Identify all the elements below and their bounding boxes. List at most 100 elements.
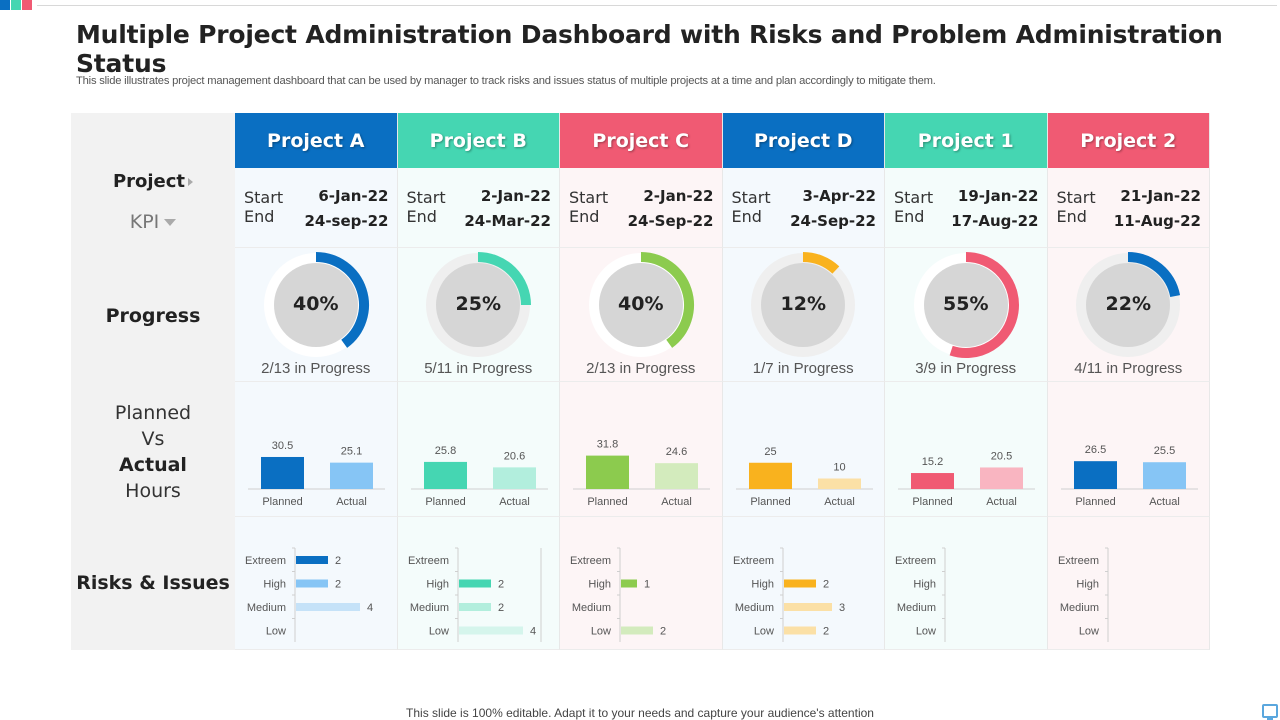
end-date: 24-Sep-22 (790, 212, 876, 230)
planned-category-label: Planned (425, 496, 465, 508)
planned-bar (911, 473, 954, 489)
risk-level-label: Medium (897, 602, 936, 614)
planned-bar (1073, 461, 1117, 489)
start-date: 19-Jan-22 (957, 187, 1039, 205)
risk-value-label: 2 (497, 602, 503, 614)
progress-percent: 55% (943, 293, 989, 315)
risk-value-label: 2 (335, 555, 341, 567)
actual-value-label: 25.5 (1153, 445, 1174, 457)
date-labels: Start End (894, 188, 933, 247)
project-dates: Start End 2-Jan-22 24-Sep-22 (560, 168, 723, 248)
planned-category-label: Planned (1075, 496, 1115, 508)
risk-bar (458, 626, 523, 635)
risk-level-label: Extreem (895, 555, 936, 567)
risk-level-label: High (751, 579, 774, 591)
progress-caption: 2/13 in Progress (586, 360, 696, 377)
page-subtitle: This slide illustrates project managemen… (76, 75, 936, 87)
actual-value-label: 20.5 (991, 450, 1012, 462)
progress-cell: 12% 1/7 in Progress (722, 248, 885, 382)
progress-caption: 4/11 in Progress (1074, 360, 1183, 377)
end-date: 24-sep-22 (304, 212, 389, 230)
actual-bar (330, 462, 373, 489)
risk-level-label: Extreem (733, 555, 774, 567)
risk-bar (458, 579, 491, 588)
progress-ring-center (923, 263, 1008, 347)
progress-ring-arc (315, 252, 369, 348)
end-label: End (406, 207, 437, 226)
risk-value-label: 3 (838, 602, 844, 614)
progress-caption: 5/11 in Progress (424, 360, 533, 377)
progress-ring (588, 252, 694, 357)
actual-bar (1142, 462, 1186, 489)
actual-value-label: 25.1 (341, 446, 362, 458)
progress-ring-arc (1128, 252, 1181, 298)
risks-issues-chart: Extreem High 2 Medium 2 Low 4 (397, 517, 560, 650)
progress-ring-arc (640, 252, 694, 348)
date-labels: Start End (732, 188, 771, 247)
risk-value-label: 1 (644, 579, 650, 591)
start-label: Start (731, 188, 771, 207)
progress-cell: 40% 2/13 in Progress (560, 248, 723, 382)
caret-down-icon (164, 219, 177, 226)
planned-value-label: 15.2 (922, 456, 943, 468)
project-header: Project 1 (885, 113, 1048, 168)
planned-category-label: Planned (587, 496, 627, 508)
progress-percent: 40% (618, 293, 664, 315)
date-values: 2-Jan-22 24-Sep-22 (628, 184, 714, 247)
end-date: 11-Aug-22 (1113, 212, 1201, 230)
risk-level-label: Medium (247, 602, 286, 614)
risk-level-label: Low (428, 626, 448, 638)
risk-bar (783, 603, 832, 611)
caret-right-icon (188, 178, 194, 186)
progress-percent: 22% (1105, 293, 1151, 315)
date-values: 3-Apr-22 24-Sep-22 (790, 184, 876, 247)
risk-level-label: Medium (1059, 602, 1098, 614)
date-values: 2-Jan-22 24-Mar-22 (464, 184, 551, 247)
project-dates: Start End 6-Jan-22 24-sep-22 (235, 168, 398, 248)
actual-bar (492, 467, 536, 489)
project-header: Project D (722, 113, 885, 168)
planned-bar (748, 462, 792, 489)
risk-level-label: Medium (572, 602, 611, 614)
date-values: 6-Jan-22 24-sep-22 (304, 184, 388, 247)
kpi-kpi-label: KPI (71, 211, 235, 233)
risks-issues-chart: Extreem High 2 Medium 3 Low 2 (722, 517, 885, 650)
actual-category-label: Actual (661, 496, 692, 508)
risk-level-label: High (263, 579, 286, 591)
risk-value-label: 2 (335, 579, 341, 591)
end-label: End (244, 207, 275, 226)
risk-level-label: Low (1078, 626, 1098, 638)
progress-caption: 1/7 in Progress (752, 360, 854, 377)
footer-note: This slide is 100% editable. Adapt it to… (0, 706, 1280, 720)
risk-level-label: Low (916, 626, 936, 638)
risk-bar (296, 556, 328, 564)
actual-value-label: 20.6 (503, 450, 524, 462)
kpi-project-label: Project (71, 171, 235, 192)
decor-square-pink (22, 0, 32, 10)
start-date: 21-Jan-22 (1120, 187, 1201, 205)
page-title: Multiple Project Administration Dashboar… (76, 20, 1223, 78)
start-label: Start (406, 188, 446, 207)
risks-issues-chart: Extreem High Medium Low (885, 517, 1048, 650)
end-label: End (569, 207, 600, 226)
risks-issues-chart: Extreem 2 High 2 Medium 4 Low (235, 517, 398, 650)
progress-ring-arc (478, 252, 532, 306)
decor-square-blue (0, 0, 10, 10)
risk-level-label: Medium (409, 602, 448, 614)
progress-percent: 12% (780, 293, 826, 315)
actual-category-label: Actual (824, 496, 855, 508)
actual-value-label: 10 (833, 462, 845, 474)
risks-issues-chart: Extreem High 1 Medium Low 2 (560, 517, 723, 650)
kpi-planned-vs-actual-label: Planned Vs Actual Hours (71, 400, 235, 504)
actual-category-label: Actual (499, 496, 530, 508)
end-label: End (894, 207, 925, 226)
actual-category-label: Actual (336, 496, 367, 508)
risk-bar (458, 603, 491, 611)
actual-bar (817, 478, 861, 489)
start-label: Start (569, 188, 609, 207)
start-date: 6-Jan-22 (318, 187, 389, 205)
end-date: 17-Aug-22 (951, 212, 1039, 230)
progress-ring-center (436, 263, 521, 347)
progress-percent: 25% (455, 293, 501, 315)
risk-bar (296, 579, 328, 588)
